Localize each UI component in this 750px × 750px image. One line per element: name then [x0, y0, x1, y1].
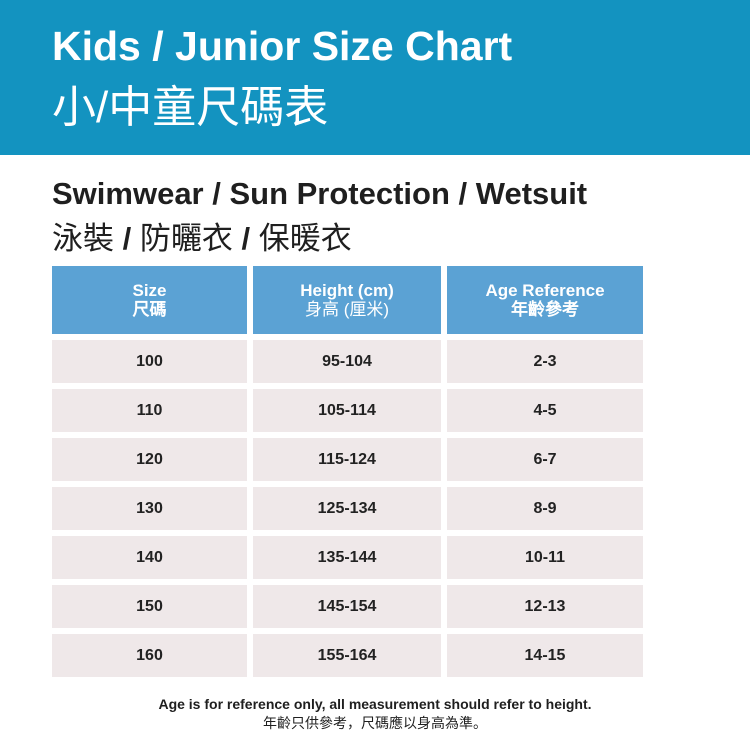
height-cell: 115-124 [253, 438, 441, 481]
age-cell: 10-11 [447, 536, 643, 579]
age-cell: 4-5 [447, 389, 643, 432]
table-row: 110 105-114 4-5 [52, 389, 643, 432]
age-cell: 2-3 [447, 340, 643, 383]
age-cell: 14-15 [447, 634, 643, 677]
size-table: Size 尺碼 Height (cm) 身高 (厘米) Age Referenc… [52, 266, 643, 683]
page-title-chinese: 小/中童尺碼表 [52, 83, 329, 132]
size-cell: 100 [52, 340, 247, 383]
height-cell: 105-114 [253, 389, 441, 432]
footnote-chinese: 年齡只供參考，尺碼應以身高為準。 [263, 715, 487, 731]
category-swimwear-zh: 泳裝 [52, 221, 114, 256]
page-title-english: Kids / Junior Size Chart [52, 23, 513, 69]
category-separator: / [122, 221, 132, 256]
header-banner: Kids / Junior Size Chart 小/中童尺碼表 [0, 0, 750, 155]
header-height-en: Height (cm) [300, 281, 394, 300]
table-row: 150 145-154 12-13 [52, 585, 643, 628]
age-cell: 8-9 [447, 487, 643, 530]
size-cell: 110 [52, 389, 247, 432]
header-height-zh: 身高 (厘米) [304, 300, 390, 319]
height-cell: 155-164 [253, 634, 441, 677]
header-age-zh: 年齡參考 [511, 300, 579, 319]
footnote-english: Age is for reference only, all measureme… [158, 696, 592, 712]
table-row: 130 125-134 8-9 [52, 487, 643, 530]
height-cell: 135-144 [253, 536, 441, 579]
height-cell: 95-104 [253, 340, 441, 383]
table-row: 160 155-164 14-15 [52, 634, 643, 677]
header-age: Age Reference 年齡參考 [447, 266, 643, 334]
size-cell: 140 [52, 536, 247, 579]
header-size-zh: 尺碼 [132, 300, 167, 319]
header-size-en: Size [132, 281, 167, 300]
size-cell: 150 [52, 585, 247, 628]
category-sun-protection-zh: 防曬衣 [139, 221, 233, 256]
product-category-english: Swimwear / Sun Protection / Wetsuit [52, 176, 588, 211]
height-cell: 125-134 [253, 487, 441, 530]
size-cell: 160 [52, 634, 247, 677]
size-cell: 130 [52, 487, 247, 530]
table-row: 100 95-104 2-3 [52, 340, 643, 383]
header-age-en: Age Reference [485, 281, 605, 300]
age-cell: 6-7 [447, 438, 643, 481]
table-header-row: Size 尺碼 Height (cm) 身高 (厘米) Age Referenc… [52, 266, 643, 334]
height-cell: 145-154 [253, 585, 441, 628]
size-cell: 120 [52, 438, 247, 481]
category-wetsuit-zh: 保暖衣 [258, 221, 352, 256]
age-cell: 12-13 [447, 585, 643, 628]
header-height: Height (cm) 身高 (厘米) [253, 266, 441, 334]
table-row: 120 115-124 6-7 [52, 438, 643, 481]
category-separator: / [241, 221, 251, 256]
product-category-chinese: 泳裝 / 防曬衣 / 保暖衣 [52, 218, 352, 260]
header-size: Size 尺碼 [52, 266, 247, 334]
table-row: 140 135-144 10-11 [52, 536, 643, 579]
